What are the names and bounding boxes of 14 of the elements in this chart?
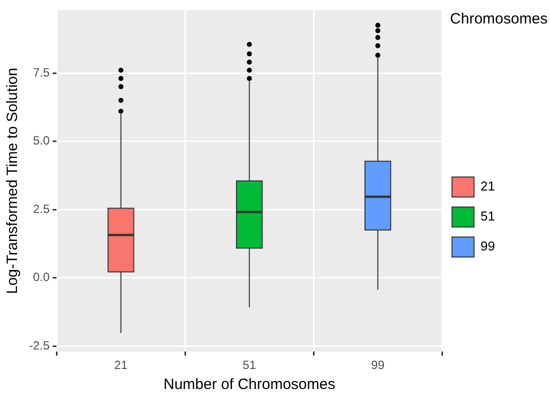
y-axis-title: Log-Transformed Time to Solution [4,68,22,294]
y-tick-label: 7.5 [32,65,50,80]
x-axis-title: Number of Chromosomes [163,376,336,394]
legend-label: 99 [480,238,496,254]
x-tick-label: 21 [114,358,128,372]
legend-label: 51 [480,208,496,224]
y-tick-label: 2.5 [32,202,50,216]
x-tick-label: 99 [371,358,385,372]
y-tick-label: 0.0 [32,270,50,284]
legend-label: 21 [480,178,496,194]
legend-title: Chromosomes [450,10,548,28]
y-tick-label: -2.5 [28,338,50,352]
y-tick-label: 5.0 [32,134,50,148]
x-tick-label: 51 [242,358,256,372]
